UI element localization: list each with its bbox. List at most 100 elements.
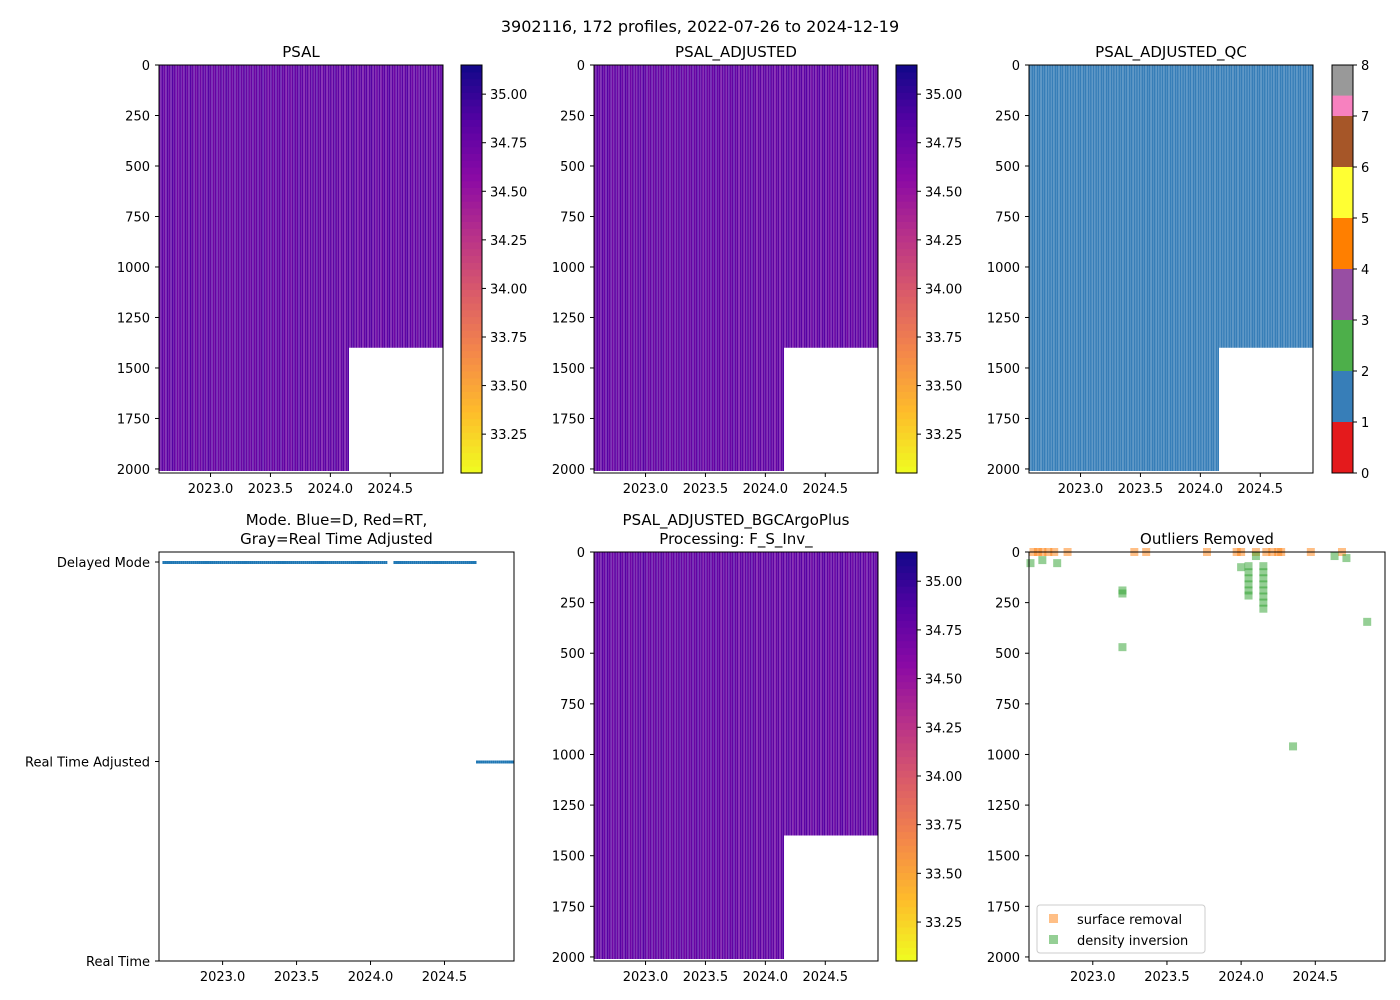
colorbar-segment <box>896 695 917 703</box>
colorbar-segment <box>896 715 917 724</box>
colorbar-segment <box>896 180 917 188</box>
colorbar-segment <box>896 282 917 290</box>
colorbar-segment <box>461 405 482 413</box>
colorbar-segment <box>896 722 917 730</box>
outlier-point <box>1244 568 1253 577</box>
y-tick-label: 1500 <box>552 362 585 377</box>
x-tick-label: 2023.5 <box>248 482 294 497</box>
colorbar-segment <box>896 565 917 574</box>
colorbar-segment <box>896 572 917 580</box>
mode-point <box>253 561 256 564</box>
mode-point <box>429 561 432 564</box>
mode-point <box>310 561 313 564</box>
axes-frame <box>1028 64 1314 474</box>
outlier-point <box>1118 643 1127 652</box>
mode-point <box>235 561 238 564</box>
mode-point <box>277 561 280 564</box>
colorbar-segment <box>896 78 917 86</box>
colorbar-segment <box>896 933 917 942</box>
mode-point <box>417 561 420 564</box>
colorbar-segment <box>461 167 482 175</box>
mode-point <box>504 760 507 764</box>
colorbar-segment <box>896 892 917 901</box>
colorbar-segment <box>896 207 917 216</box>
colorbar-segment <box>896 343 917 352</box>
colorbar-segment <box>896 303 917 311</box>
colorbar-segment <box>461 269 482 277</box>
colorbar-segment <box>461 377 482 386</box>
mode-point <box>365 561 368 564</box>
colorbar-segment <box>896 146 917 154</box>
colorbar-segment <box>896 235 917 243</box>
y-tick-label: 1250 <box>117 311 150 326</box>
colorbar-tick-label: 6 <box>1361 161 1369 176</box>
colorbar-segment <box>896 92 917 100</box>
figure-suptitle: 3902116, 172 profiles, 2022-07-26 to 202… <box>501 17 899 36</box>
colorbar-segment <box>461 133 482 141</box>
colorbar-segment <box>896 681 917 689</box>
mode-point <box>273 561 276 564</box>
colorbar-segment <box>461 248 482 256</box>
colorbar-segment <box>896 552 917 560</box>
mode-point <box>336 561 339 564</box>
mode-point <box>294 561 297 564</box>
colorbar-tick-label: 33.75 <box>490 331 527 346</box>
colorbar-segment <box>461 323 482 331</box>
colorbar-segment <box>896 459 917 467</box>
mode-point <box>178 561 181 564</box>
y-tick-label: 2000 <box>987 951 1020 966</box>
x-tick-label: 2024.0 <box>348 970 394 985</box>
colorbar-segment <box>461 241 482 250</box>
mode-point <box>415 561 418 564</box>
panel-title-line: Processing: F_S_Inv_ <box>659 530 813 549</box>
colorbar-segment <box>896 926 917 935</box>
legend-box <box>1036 904 1206 954</box>
mode-point <box>452 561 455 564</box>
colorbar-segment <box>896 187 917 195</box>
colorbar-segment <box>896 586 917 594</box>
mode-point <box>458 561 461 564</box>
colorbar-segment <box>461 289 482 297</box>
mode-point <box>192 561 195 564</box>
colorbar-tick-label: 34.00 <box>925 770 962 785</box>
outlier-point <box>1259 568 1268 577</box>
colorbar-segment <box>896 831 917 839</box>
mode-point <box>359 561 361 564</box>
outlier-point <box>1259 562 1268 571</box>
mode-point <box>371 561 374 564</box>
colorbar-segment <box>461 71 482 80</box>
mode-point <box>344 561 347 564</box>
mode-point <box>324 561 327 564</box>
colorbar-segment <box>896 221 917 229</box>
mode-point <box>261 561 264 564</box>
colorbar-tick-label: 3 <box>1361 314 1369 329</box>
mode-point <box>436 561 439 564</box>
x-tick-label: 2024.0 <box>1178 482 1224 497</box>
colorbar-segment <box>896 405 917 413</box>
panel-title-line: Mode. Blue=D, Red=RT, <box>246 511 428 529</box>
colorbar-segment <box>461 65 482 73</box>
y-tick-label: 1500 <box>987 362 1020 377</box>
mode-point <box>438 561 441 564</box>
x-tick-label: 2023.5 <box>683 970 729 985</box>
mode-point <box>375 561 378 564</box>
qc-colorbar-segment <box>1332 269 1353 320</box>
mode-point <box>350 561 353 564</box>
colorbar-segment <box>461 105 482 114</box>
mode-point <box>196 561 199 564</box>
legend-marker <box>1049 935 1058 944</box>
x-tick-label: 2023.0 <box>188 482 234 497</box>
colorbar-segment <box>896 824 917 833</box>
colorbar-segment <box>896 851 917 860</box>
x-tick-label: 2023.5 <box>683 482 729 497</box>
mode-point <box>219 561 222 564</box>
y-tick-label: 250 <box>560 597 585 612</box>
mode-point <box>383 561 386 564</box>
x-tick-label: 2023.0 <box>1070 970 1116 985</box>
outlier-point <box>1259 604 1268 613</box>
mode-point <box>342 561 345 564</box>
colorbar-segment <box>461 187 482 195</box>
x-tick-label: 2024.5 <box>368 482 414 497</box>
colorbar-segment <box>896 269 917 277</box>
mode-point <box>241 561 244 564</box>
